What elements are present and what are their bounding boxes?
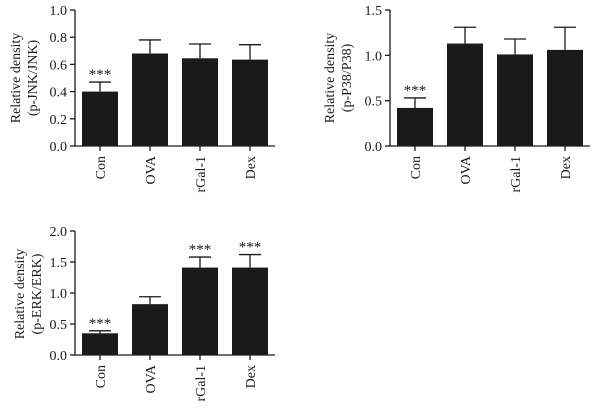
bar-con bbox=[82, 91, 118, 146]
chart-panel-3: Relative density (p-ERK/ERK) 0.0 0.5 1.0 1.5 2… bbox=[13, 225, 275, 402]
y-axis-title-line: Relative density bbox=[13, 249, 28, 340]
bar-rgal-1 bbox=[497, 54, 533, 146]
bar-rgal-1 bbox=[182, 58, 218, 146]
y-axis-title: Relative density (p-ERK/ERK) bbox=[13, 249, 45, 340]
significance-marker: *** bbox=[189, 242, 212, 258]
bar-con bbox=[82, 333, 118, 355]
y-tick-label: 0.0 bbox=[365, 140, 383, 155]
y-tick-label: 0.0 bbox=[50, 140, 68, 155]
bar-ova bbox=[447, 43, 483, 147]
y-tick-label: 0.5 bbox=[50, 318, 68, 333]
y-tick-label: 1.0 bbox=[50, 287, 68, 302]
y-tick-label: 1.0 bbox=[365, 49, 383, 64]
x-tick-label: Con bbox=[94, 365, 109, 388]
y-tick-label: 0.0 bbox=[50, 349, 68, 364]
y-axis-title: Relative density (p-P38/P38) bbox=[323, 33, 355, 124]
x-tick-label: Dex bbox=[244, 156, 259, 179]
y-tick-label: 0.8 bbox=[50, 31, 68, 46]
x-tick-label: Con bbox=[94, 156, 109, 179]
chart-panel-1: Relative density (p-JNK/JNK) 0.0 0.2 0.4 0.6 0… bbox=[9, 4, 275, 193]
bar-rgal-1 bbox=[182, 267, 218, 355]
x-tick-label: rGal-1 bbox=[194, 365, 209, 402]
y-tick-label: 0.4 bbox=[50, 86, 68, 101]
y-axis-title-line: (p-P38/P38) bbox=[340, 43, 355, 112]
x-tick-label: OVA bbox=[459, 155, 474, 184]
x-tick-label: rGal-1 bbox=[509, 156, 524, 193]
x-tick-label: Con bbox=[409, 156, 424, 179]
chart-panel-2: Relative density (p-P38/P38) 0.0 0.5 1.0 1.5 *… bbox=[323, 4, 590, 193]
significance-marker: *** bbox=[89, 67, 112, 83]
y-tick-label: 0.2 bbox=[50, 113, 68, 128]
y-tick-label: 1.5 bbox=[365, 4, 383, 19]
y-axis-title-line: (p-ERK/ERK) bbox=[30, 253, 45, 334]
y-axis-title: Relative density (p-JNK/JNK) bbox=[9, 33, 41, 124]
y-axis-title-line: Relative density bbox=[9, 33, 24, 124]
bar-dex bbox=[547, 49, 583, 146]
bar-dex bbox=[232, 59, 268, 146]
bar-ova bbox=[132, 304, 168, 355]
bar-ova bbox=[132, 53, 168, 146]
y-tick-label: 0.5 bbox=[365, 95, 383, 110]
x-tick-label: OVA bbox=[144, 364, 159, 393]
y-axis-title-line: Relative density bbox=[323, 33, 338, 124]
y-tick-label: 1.0 bbox=[50, 4, 68, 19]
significance-marker: *** bbox=[239, 240, 262, 256]
y-axis-title-line: (p-JNK/JNK) bbox=[26, 40, 41, 117]
x-tick-label: OVA bbox=[144, 155, 159, 184]
significance-marker: *** bbox=[404, 83, 427, 99]
x-tick-label: Dex bbox=[244, 365, 259, 388]
bar-dex bbox=[232, 267, 268, 355]
y-tick-label: 2.0 bbox=[50, 225, 68, 240]
x-tick-label: rGal-1 bbox=[194, 156, 209, 193]
bar-con bbox=[397, 107, 433, 146]
significance-marker: *** bbox=[89, 316, 112, 332]
y-tick-label: 1.5 bbox=[50, 256, 68, 271]
y-tick-label: 0.6 bbox=[50, 58, 68, 73]
x-tick-label: Dex bbox=[559, 156, 574, 179]
